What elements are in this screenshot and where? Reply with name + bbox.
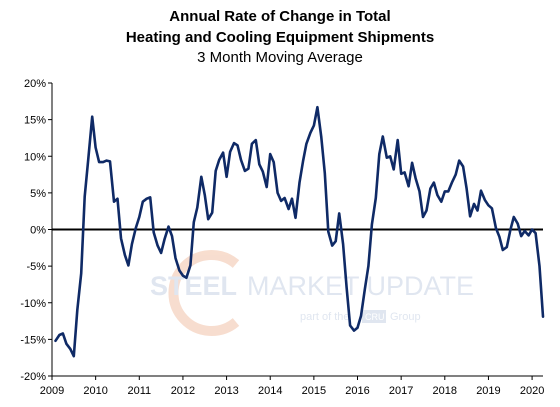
x-tick-label: 2014	[258, 385, 282, 397]
x-tick-label: 2011	[127, 385, 151, 397]
x-tick-label: 2013	[214, 385, 238, 397]
series-line	[54, 105, 545, 358]
x-tick-label: 2010	[83, 385, 107, 397]
watermark: STEEL MARKET UPDATE part of the CRU Grou…	[150, 250, 474, 336]
x-tick-label: 2020	[520, 385, 544, 397]
y-tick-label: -10%	[20, 298, 46, 310]
watermark-brand-right: MARKET UPDATE	[247, 271, 474, 301]
watermark-tagline-badge: CRU	[365, 312, 385, 322]
chart-title-line-2: Heating and Cooling Equipment Shipments	[125, 29, 435, 46]
watermark-brand-left: STEEL	[150, 271, 237, 301]
chart-title-block: Annual Rate of Change in Total Heating a…	[0, 6, 560, 68]
y-tick-label: 10%	[24, 151, 46, 163]
x-tick-label: 2019	[476, 385, 500, 397]
x-tick-label: 2009	[40, 385, 64, 397]
x-tick-label: 2016	[345, 385, 369, 397]
y-tick-label: -20%	[20, 371, 46, 383]
y-tick-label: 15%	[24, 115, 46, 127]
y-tick-label: -15%	[20, 334, 46, 346]
watermark-arc	[168, 250, 240, 336]
x-tick-label: 2017	[389, 385, 413, 397]
y-axis: 20% 15% 10% 5% 0% -5% -10% -15% -20%	[20, 78, 53, 383]
y-tick-label: 5%	[30, 188, 46, 200]
watermark-tagline-suffix: Group	[390, 311, 421, 323]
y-tick-label: 0%	[30, 225, 46, 237]
chart-subtitle: 3 Month Moving Average	[197, 49, 363, 66]
watermark-tagline-prefix: part of the	[300, 311, 350, 323]
x-axis: 2009 2010 2011 2012 2013 2014 2015 2016 2017 2018…	[40, 375, 544, 397]
chart-title-line-1: Annual Rate of Change in Total	[169, 8, 391, 25]
y-tick-label: -5%	[26, 261, 46, 273]
plot-area	[52, 105, 545, 358]
x-tick-label: 2015	[302, 385, 326, 397]
watermark-badge-box	[362, 310, 386, 323]
x-tick-label: 2012	[171, 385, 195, 397]
x-tick-label: 2018	[433, 385, 457, 397]
y-tick-label: 20%	[24, 78, 46, 90]
